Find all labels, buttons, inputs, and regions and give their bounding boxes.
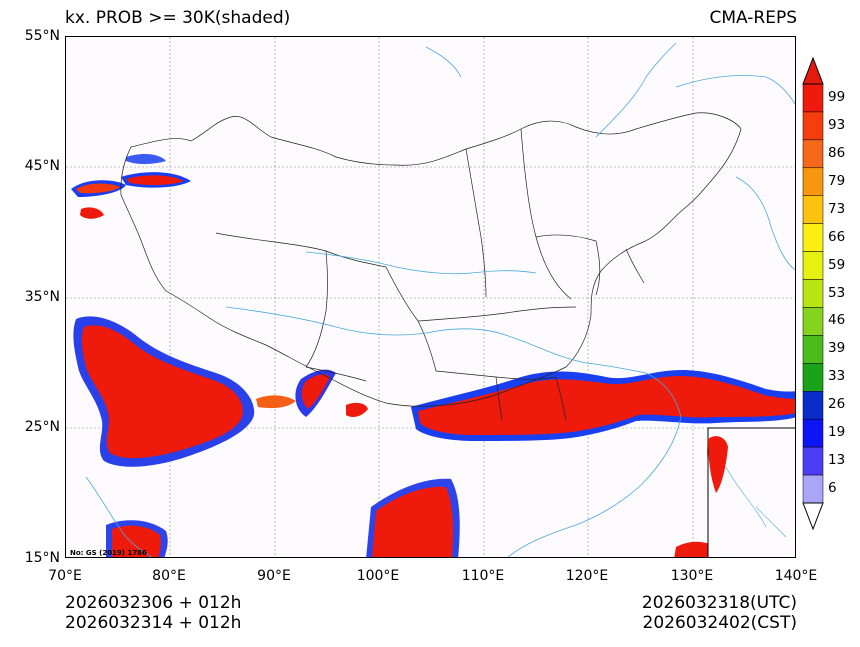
colorbar-tick-label: 86 [828,144,846,161]
colorbar-segment [802,391,824,420]
lat-label-25: 25°N [24,419,60,435]
map-panel: No: GS (2019) 1786 [65,36,796,558]
lon-label-80: 80°E [152,568,186,584]
map-title: kx. PROB >= 30K(shaded) [65,8,291,28]
init-time-line1: 2026032306 + 012h [65,593,242,613]
footer-left: 2026032306 + 012h 2026032314 + 012h [65,593,241,633]
valid-time-cst: 2026032402(CST) [642,613,797,633]
colorbar-tick-label: 39 [828,340,846,357]
colorbar-tick-label: 33 [828,368,846,385]
colorbar-tick-label: 46 [828,312,846,329]
colorbar-tick-label: 66 [828,228,846,245]
colorbar-tick-label: 13 [828,452,846,469]
lon-label-130: 130°E [670,568,714,584]
colorbar-top-cap [802,56,824,85]
valid-time-utc: 2026032318(UTC) [641,593,797,613]
colorbar-segment [802,139,824,169]
colorbar-segment [802,335,824,364]
colorbar-segment [802,167,824,196]
map-credit: No: GS (2019) 1786 [70,549,147,557]
boundaries [120,112,742,422]
lat-label-45: 45°N [24,158,60,174]
colorbar-segment [802,83,824,113]
lon-label-70: 70°E [48,568,82,584]
lat-label-35: 35°N [24,289,60,305]
colorbar-segment [802,251,824,280]
colorbar-tick-label: 73 [828,200,846,217]
colorbar-segment [802,474,824,504]
lon-label-100: 100°E [356,568,400,584]
colorbar-segment [802,223,824,252]
model-name: CMA-REPS [709,8,797,28]
colorbar-segment [802,446,824,476]
colorbar-segment [802,195,824,224]
rivers [85,42,795,557]
lon-label-120: 120°E [565,568,609,584]
colorbar-segment [802,279,824,308]
lat-label-15: 15°N [24,550,60,566]
init-time-line2: 2026032314 + 012h [65,613,242,633]
colorbar-tick-label: 59 [828,256,846,273]
colorbar-tick-label: 19 [828,424,846,441]
colorbar [802,56,824,531]
colorbar-tick-label: 6 [828,480,837,497]
lon-label-110: 110°E [461,568,505,584]
lon-label-140: 140°E [774,568,818,584]
map-canvas: No: GS (2019) 1786 [66,37,795,557]
colorbar-bottom-cap [802,502,824,531]
colorbar-tick-label: 99 [828,88,846,105]
colorbar-tick-label: 93 [828,116,846,133]
lon-label-90: 90°E [257,568,291,584]
lat-label-55: 55°N [24,28,60,44]
colorbar-segment [802,363,824,392]
colorbar-segment [802,307,824,336]
colorbar-tick-label: 53 [828,284,846,301]
colorbar-tick-label: 26 [828,396,846,413]
colorbar-segment [802,418,824,448]
colorbar-tick-label: 79 [828,172,846,189]
probability-shading [71,154,795,557]
footer-right: 2026032318(UTC) 2026032402(CST) [642,593,797,633]
colorbar-segment [802,111,824,141]
